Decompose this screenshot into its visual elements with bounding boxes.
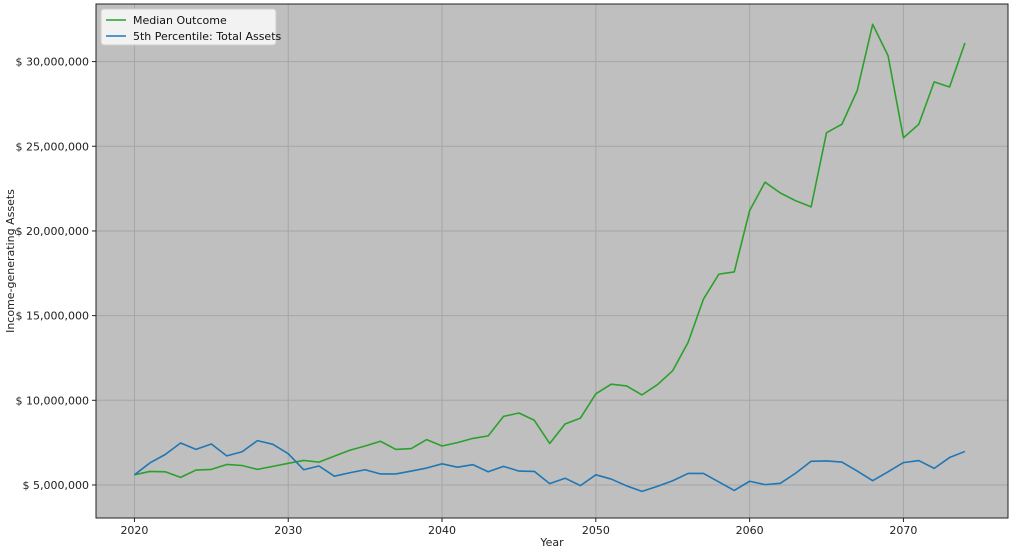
y-tick-label: $ 25,000,000 (16, 140, 89, 153)
y-tick-label: $ 10,000,000 (16, 394, 89, 407)
x-axis-label: Year (539, 536, 564, 549)
legend-label-median-outcome: Median Outcome (133, 14, 227, 27)
x-tick-label: 2050 (582, 524, 610, 537)
y-axis-label: Income-generating Assets (4, 189, 17, 333)
grid-lines (96, 4, 1008, 518)
x-tick-label: 2070 (889, 524, 917, 537)
plot-area (96, 4, 1008, 518)
series-line-median-outcome (134, 23, 966, 479)
legend-box (100, 8, 277, 46)
y-tick-label: $ 20,000,000 (16, 225, 89, 238)
y-tick-label: $ 30,000,000 (16, 56, 89, 69)
x-axis: 2020 2030 2040 2050 2060 2070 (120, 518, 917, 537)
legend-label-5th-percentile: 5th Percentile: Total Assets (133, 30, 282, 43)
y-tick-label: $ 15,000,000 (16, 310, 89, 323)
series-layer (133, 23, 966, 493)
y-tick-label: $ 5,000,000 (23, 479, 89, 492)
x-tick-label: 2020 (120, 524, 148, 537)
legend: Median Outcome 5th Percentile: Total Ass… (100, 8, 282, 46)
series-line-5th-percentile-total-assets (133, 439, 966, 493)
x-tick-label: 2030 (274, 524, 302, 537)
plot-frame (95, 3, 1009, 519)
x-tick-label: 2040 (428, 524, 456, 537)
y-axis: $ 5,000,000 $ 10,000,000 $ 15,000,000 $ 20,… (16, 56, 96, 492)
x-tick-label: 2060 (736, 524, 764, 537)
